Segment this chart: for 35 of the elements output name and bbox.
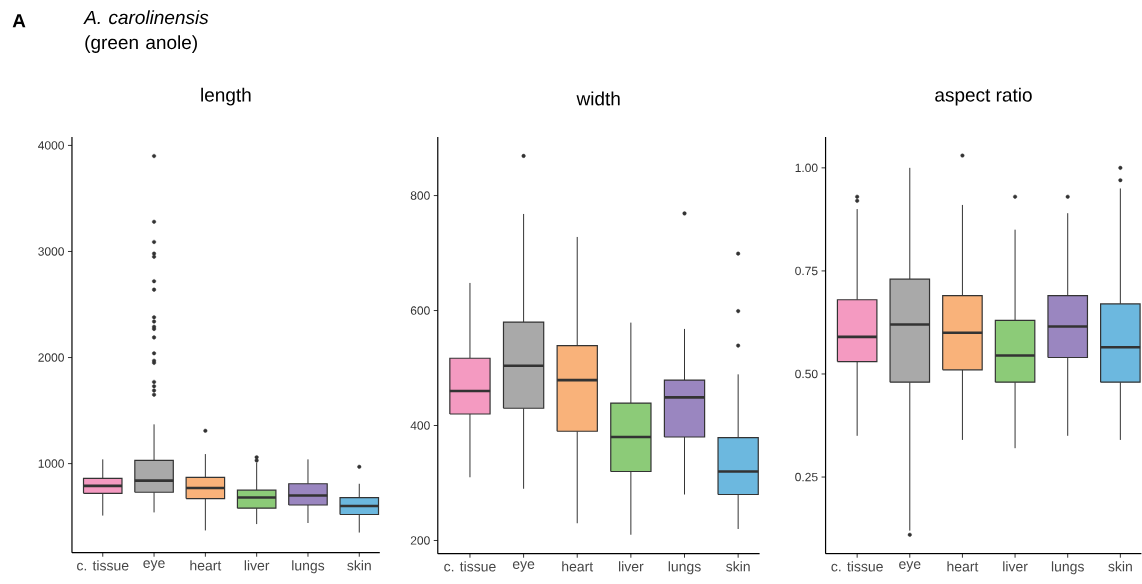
y-tick-label: 400 bbox=[410, 421, 430, 430]
y-tick-label: 2000 bbox=[38, 353, 64, 362]
x-tick-label: heart bbox=[190, 560, 222, 571]
x-tick-label: liver bbox=[244, 560, 270, 571]
x-tick-label: skin bbox=[347, 560, 371, 571]
x-tick-label: c. tissue bbox=[444, 561, 496, 572]
x-tick-label: eye bbox=[143, 560, 165, 571]
y-tick-label: 1000 bbox=[38, 459, 64, 469]
chart-title: aspect ratio bbox=[935, 87, 1032, 106]
chart-title: length bbox=[201, 87, 251, 106]
y-tick-label: 200 bbox=[410, 536, 430, 545]
x-tick-label: lungs bbox=[1051, 561, 1084, 575]
x-tick-label: lungs bbox=[292, 560, 325, 574]
y-tick-label: 4000 bbox=[38, 141, 64, 150]
x-tick-label: eye bbox=[899, 561, 921, 572]
y-tick-label: 0.50 bbox=[795, 369, 818, 379]
chart-title: width bbox=[576, 91, 620, 106]
x-tick-label: skin bbox=[1108, 561, 1132, 572]
x-tick-label: eye bbox=[512, 561, 535, 572]
y-tick-label: 1.00 bbox=[795, 163, 818, 173]
x-tick-label: c. tissue bbox=[831, 561, 883, 572]
text: A. carolinensis (green anole) bbox=[83, 10, 209, 54]
x-tick-label: liver bbox=[1003, 561, 1028, 572]
text: A bbox=[12, 14, 26, 28]
y-tick-label: 0.25 bbox=[795, 472, 818, 482]
x-tick-label: lungs bbox=[668, 561, 701, 575]
y-tick-label: 800 bbox=[410, 191, 430, 200]
y-tick-label: 3000 bbox=[38, 247, 64, 256]
x-tick-label: heart bbox=[562, 561, 594, 572]
x-tick-label: c. tissue bbox=[77, 560, 129, 571]
y-tick-label: 600 bbox=[410, 306, 430, 315]
x-tick-label: liver bbox=[618, 561, 644, 572]
x-tick-label: skin bbox=[726, 561, 750, 572]
x-tick-label: heart bbox=[947, 561, 979, 572]
y-tick-label: 0.75 bbox=[795, 266, 818, 276]
